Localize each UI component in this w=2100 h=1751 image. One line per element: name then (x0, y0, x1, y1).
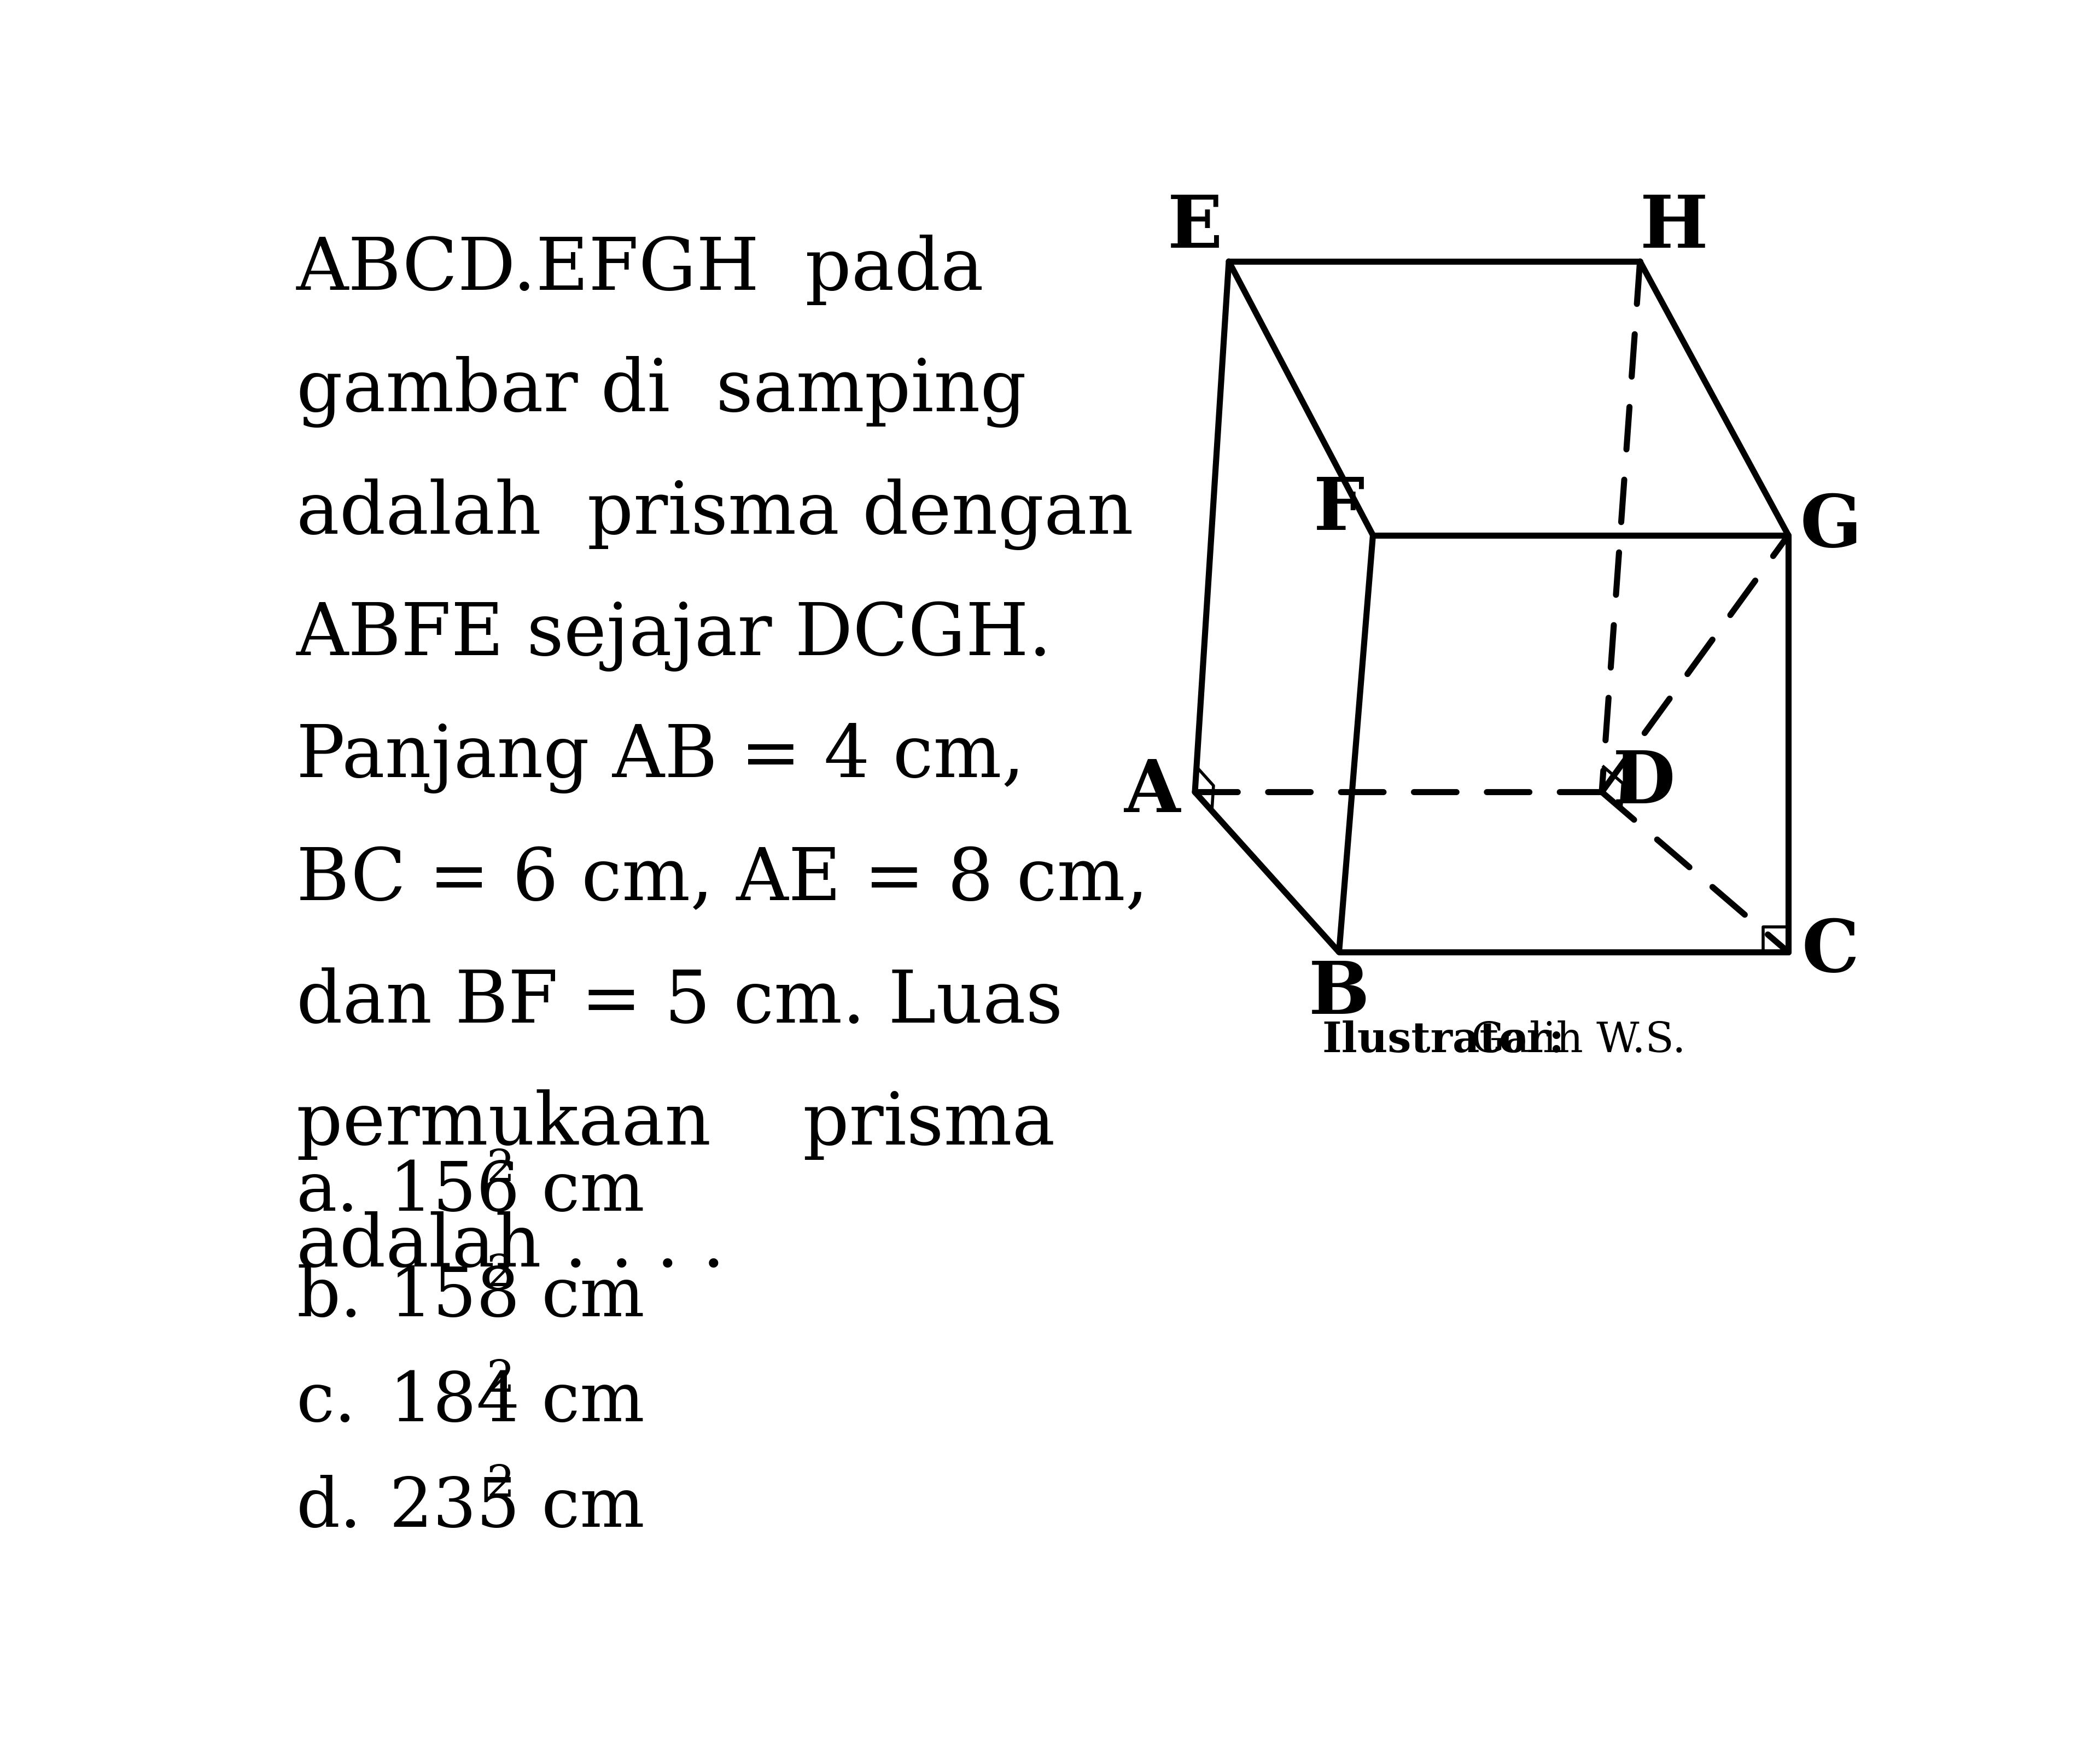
Text: A: A (1124, 756, 1180, 826)
Text: adalah  prisma dengan: adalah prisma dengan (296, 478, 1134, 550)
Text: c.: c. (296, 1369, 357, 1436)
Text: a.: a. (296, 1159, 359, 1226)
Text: 156 cm: 156 cm (391, 1159, 645, 1226)
Text: b.: b. (296, 1264, 361, 1331)
Text: permukaan    prisma: permukaan prisma (296, 1089, 1054, 1159)
Text: 235 cm: 235 cm (391, 1474, 645, 1541)
Text: 184 cm: 184 cm (391, 1369, 645, 1436)
Text: F: F (1312, 475, 1365, 545)
Text: G: G (1800, 492, 1861, 562)
Text: 2: 2 (487, 1359, 514, 1401)
Text: E: E (1168, 193, 1222, 263)
Text: D: D (1613, 748, 1676, 819)
Text: adalah . . . .: adalah . . . . (296, 1212, 724, 1282)
Text: H: H (1640, 193, 1707, 263)
Text: Panjang AB = 4 cm,: Panjang AB = 4 cm, (296, 723, 1025, 793)
Text: dan BF = 5 cm. Luas: dan BF = 5 cm. Luas (296, 967, 1063, 1038)
Text: ABCD.EFGH  pada: ABCD.EFGH pada (296, 235, 985, 305)
Text: ABFE sejajar DCGH.: ABFE sejajar DCGH. (296, 601, 1052, 672)
Text: Ilustrator:: Ilustrator: (1323, 1021, 1564, 1061)
Text: Galih W.S.: Galih W.S. (1457, 1021, 1686, 1061)
Text: gambar di  samping: gambar di samping (296, 355, 1027, 427)
Text: 2: 2 (487, 1147, 514, 1191)
Text: 2: 2 (487, 1252, 514, 1296)
Text: 2: 2 (487, 1464, 514, 1506)
Text: C: C (1802, 918, 1858, 988)
Text: d.: d. (296, 1474, 361, 1541)
Text: 158 cm: 158 cm (391, 1264, 645, 1331)
Text: BC = 6 cm, AE = 8 cm,: BC = 6 cm, AE = 8 cm, (296, 846, 1149, 916)
Text: B: B (1308, 960, 1369, 1030)
